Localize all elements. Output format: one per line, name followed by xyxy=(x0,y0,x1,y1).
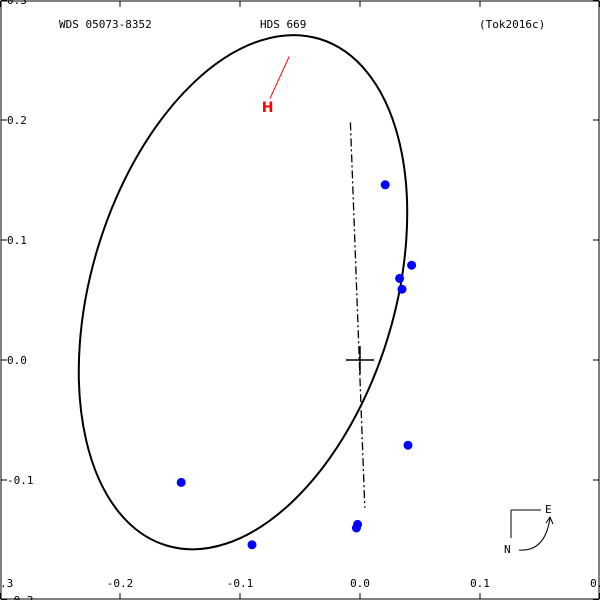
header-wds-id: WDS 05073-8352 xyxy=(59,18,152,31)
observation-point xyxy=(395,273,405,283)
y-tick-label: 0.3 xyxy=(7,0,27,7)
line-of-nodes xyxy=(349,122,366,508)
compass-east-label: E xyxy=(545,503,552,516)
observation-point xyxy=(403,440,413,450)
y-tick-label: -0.1 xyxy=(7,474,34,487)
header-discoverer: HDS 669 xyxy=(260,18,306,31)
observation-point xyxy=(176,477,186,487)
y-axis-tick-labels: -0.2 -0.1 0.0 0.1 0.2 0.3 xyxy=(7,0,34,600)
y-tick-label: 0.2 xyxy=(7,114,27,127)
y-tick-label: -0.2 xyxy=(7,594,34,600)
compass-arrowhead xyxy=(545,515,554,525)
x-axis-tick-labels: -0.3 -0.2 -0.1 0.0 0.1 0.2 xyxy=(0,577,600,590)
orbit-ellipse xyxy=(77,34,409,551)
observation-point xyxy=(247,540,257,550)
observation-point xyxy=(380,180,390,190)
periastron-label: H xyxy=(262,100,274,116)
periastron-tick xyxy=(269,56,290,99)
x-tick-label: 0.0 xyxy=(350,577,370,590)
compass-north-label: N xyxy=(504,543,511,556)
observation-points xyxy=(176,180,417,550)
x-tick-label: 0.2 xyxy=(590,577,600,590)
x-tick-label: -0.3 xyxy=(0,577,13,590)
compass-rotation-arrow xyxy=(518,517,551,551)
x-tick-label: -0.2 xyxy=(107,577,134,590)
primary-star-cross xyxy=(346,346,374,374)
x-tick-label: 0.1 xyxy=(470,577,490,590)
observation-point xyxy=(351,523,361,533)
compass: N E xyxy=(504,503,554,556)
observation-point xyxy=(397,284,407,294)
y-tick-label: 0.0 xyxy=(7,354,27,367)
observation-point xyxy=(407,260,417,270)
y-tick-label: 0.1 xyxy=(7,234,27,247)
header-reference: (Tok2016c) xyxy=(479,18,545,31)
x-tick-label: -0.1 xyxy=(227,577,254,590)
